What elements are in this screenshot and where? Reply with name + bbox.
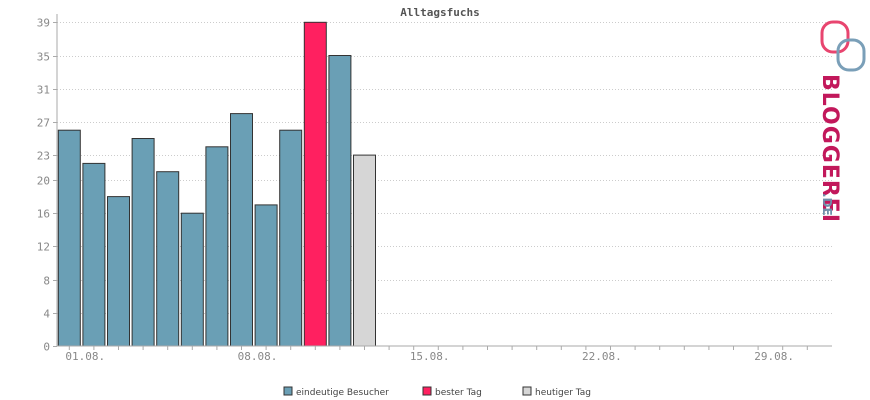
legend-label: heutiger Tag bbox=[535, 388, 591, 398]
bar-08.08. bbox=[230, 113, 253, 347]
x-tick-label: 29.08. bbox=[754, 350, 794, 363]
legend: eindeutige Besucher bester Tag heutiger Ta… bbox=[283, 386, 591, 398]
bar-12.08. bbox=[328, 55, 352, 347]
bar-06.08. bbox=[180, 212, 204, 347]
x-tick-label: 22.08. bbox=[582, 350, 622, 363]
bar-07.08. bbox=[205, 146, 229, 347]
x-tick-label: 01.08. bbox=[65, 350, 105, 363]
y-tick-label: 20 bbox=[37, 175, 50, 188]
bar-10.08. bbox=[279, 129, 303, 347]
bar-11.08. bbox=[303, 21, 327, 347]
bloggerei-logo: BLOGGEREI .DE bbox=[817, 20, 866, 223]
legend-swatch bbox=[522, 386, 532, 396]
y-tick-label: 4 bbox=[43, 308, 50, 321]
legend-label: bester Tag bbox=[435, 388, 482, 398]
y-tick-labels: 0 4 8 12 16 20 23 27 31 35 39 bbox=[37, 17, 57, 354]
legend-label: eindeutige Besucher bbox=[296, 388, 389, 398]
bar-05.08. bbox=[156, 171, 180, 347]
x-tick-label: 15.08. bbox=[410, 350, 450, 363]
legend-swatch bbox=[283, 386, 293, 396]
y-tick-label: 0 bbox=[43, 341, 50, 354]
x-tick-labels: 01.08. 08.08. 15.08. 22.08. 29.08. bbox=[65, 346, 808, 363]
logo-text-suffix: .DE bbox=[820, 193, 834, 216]
bar-09.08. bbox=[254, 204, 278, 347]
logo-text-main: BLOGGEREI bbox=[817, 74, 842, 223]
bar-04.08. bbox=[131, 138, 155, 347]
y-tick-label: 23 bbox=[37, 150, 50, 163]
legend-swatch bbox=[422, 386, 432, 396]
y-tick-label: 35 bbox=[37, 51, 50, 64]
y-tick-label: 8 bbox=[43, 275, 50, 288]
x-tick-label: 08.08. bbox=[238, 350, 278, 363]
bar-02.08. bbox=[82, 162, 106, 347]
y-tick-label: 31 bbox=[37, 84, 50, 97]
y-tick-label: 39 bbox=[37, 17, 50, 30]
y-tick-label: 12 bbox=[37, 241, 50, 254]
logo-icon bbox=[820, 20, 866, 72]
bars-group bbox=[57, 21, 376, 347]
chart-title: Alltagsfuchs bbox=[400, 6, 479, 19]
bar-13.08. bbox=[353, 154, 376, 347]
bar-01.08. bbox=[57, 129, 81, 347]
y-tick-label: 16 bbox=[37, 208, 50, 221]
y-tick-label: 27 bbox=[37, 117, 50, 130]
bar-03.08. bbox=[107, 196, 130, 347]
